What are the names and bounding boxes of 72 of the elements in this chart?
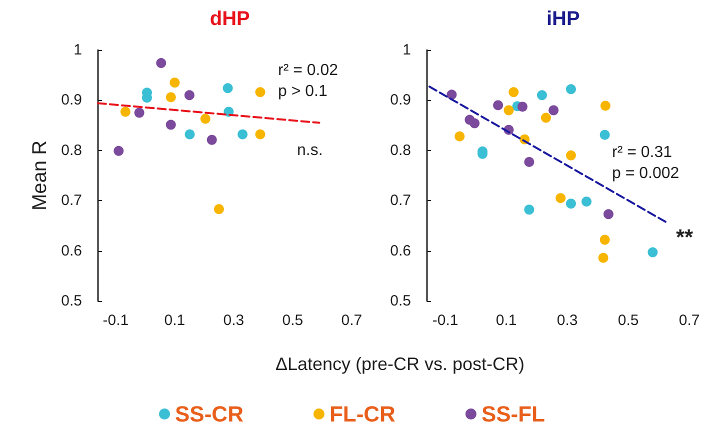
x-tick-label: 0.5 — [618, 312, 639, 329]
point — [214, 204, 224, 214]
point — [556, 193, 566, 204]
y-tick-label: 1 — [74, 42, 82, 58]
x-tick-label: 0.7 — [341, 312, 362, 329]
point — [446, 90, 457, 100]
y-tick-label: 0.8 — [390, 142, 411, 159]
point — [134, 108, 144, 118]
point — [156, 58, 166, 68]
point — [582, 196, 592, 207]
point — [255, 129, 266, 140]
point — [120, 106, 130, 117]
point — [504, 105, 514, 116]
y-tick-label: 0.9 — [390, 92, 411, 109]
annotation: n.s. — [297, 142, 323, 159]
point — [566, 198, 576, 209]
y-tick-label: 0.6 — [390, 242, 411, 260]
legend-label: FL-CR — [329, 402, 396, 426]
x-axis-title: ΔLatency (pre-CR vs. post-CR) — [275, 354, 525, 374]
x-tick-label: 0.3 — [556, 312, 578, 329]
legend-label: SS-FL — [481, 402, 545, 426]
point — [200, 114, 210, 124]
point — [566, 84, 576, 94]
point — [184, 90, 194, 100]
annotation: r² = 0.02 p > 0.1 — [278, 62, 338, 100]
point — [166, 120, 176, 130]
x-tick-label: 0.1 — [164, 312, 186, 329]
point — [170, 78, 180, 88]
point — [548, 105, 559, 116]
x-tick-label: 0.3 — [223, 312, 244, 329]
point — [600, 234, 610, 245]
point — [603, 209, 614, 220]
point — [524, 156, 534, 167]
x-tick-label: 0.1 — [496, 312, 517, 329]
point — [470, 118, 480, 128]
y-tick-label: 1 — [402, 42, 411, 58]
y-tick-label: 0.8 — [61, 142, 82, 159]
y-tick-label: 0.5 — [61, 292, 82, 310]
point — [600, 130, 610, 140]
point — [454, 131, 465, 142]
y-tick-label: 0.7 — [390, 192, 411, 210]
point — [114, 146, 124, 156]
x-tick-label: -0.1 — [432, 312, 458, 329]
point — [536, 90, 547, 100]
point — [524, 204, 534, 215]
point — [184, 129, 195, 140]
x-tick-label: 0.7 — [678, 312, 700, 329]
legend-label: SS-CR — [175, 402, 244, 426]
x-tick-label: 0.5 — [282, 312, 304, 329]
point — [566, 150, 576, 160]
y-axis-title: Mean R — [29, 140, 51, 211]
point — [598, 252, 608, 263]
y-tick-label: 0.9 — [61, 92, 82, 109]
point — [648, 247, 658, 258]
annotation: ** — [676, 224, 694, 250]
chart-title: dHP — [210, 8, 250, 30]
point — [600, 100, 610, 111]
point — [166, 92, 176, 102]
point — [222, 83, 233, 94]
point — [493, 100, 504, 110]
point — [206, 134, 217, 145]
annotation: r² = 0.31 p = 0.002 — [612, 144, 680, 182]
chart-title: iHP — [546, 8, 580, 30]
point — [508, 87, 519, 98]
y-tick-label: 0.6 — [61, 242, 82, 260]
point — [540, 112, 551, 123]
point — [238, 129, 248, 140]
y-tick-label: 0.5 — [390, 292, 411, 310]
point — [517, 102, 528, 112]
point — [255, 87, 266, 98]
y-tick-label: 0.7 — [61, 192, 82, 210]
x-tick-label: -0.1 — [102, 312, 129, 329]
